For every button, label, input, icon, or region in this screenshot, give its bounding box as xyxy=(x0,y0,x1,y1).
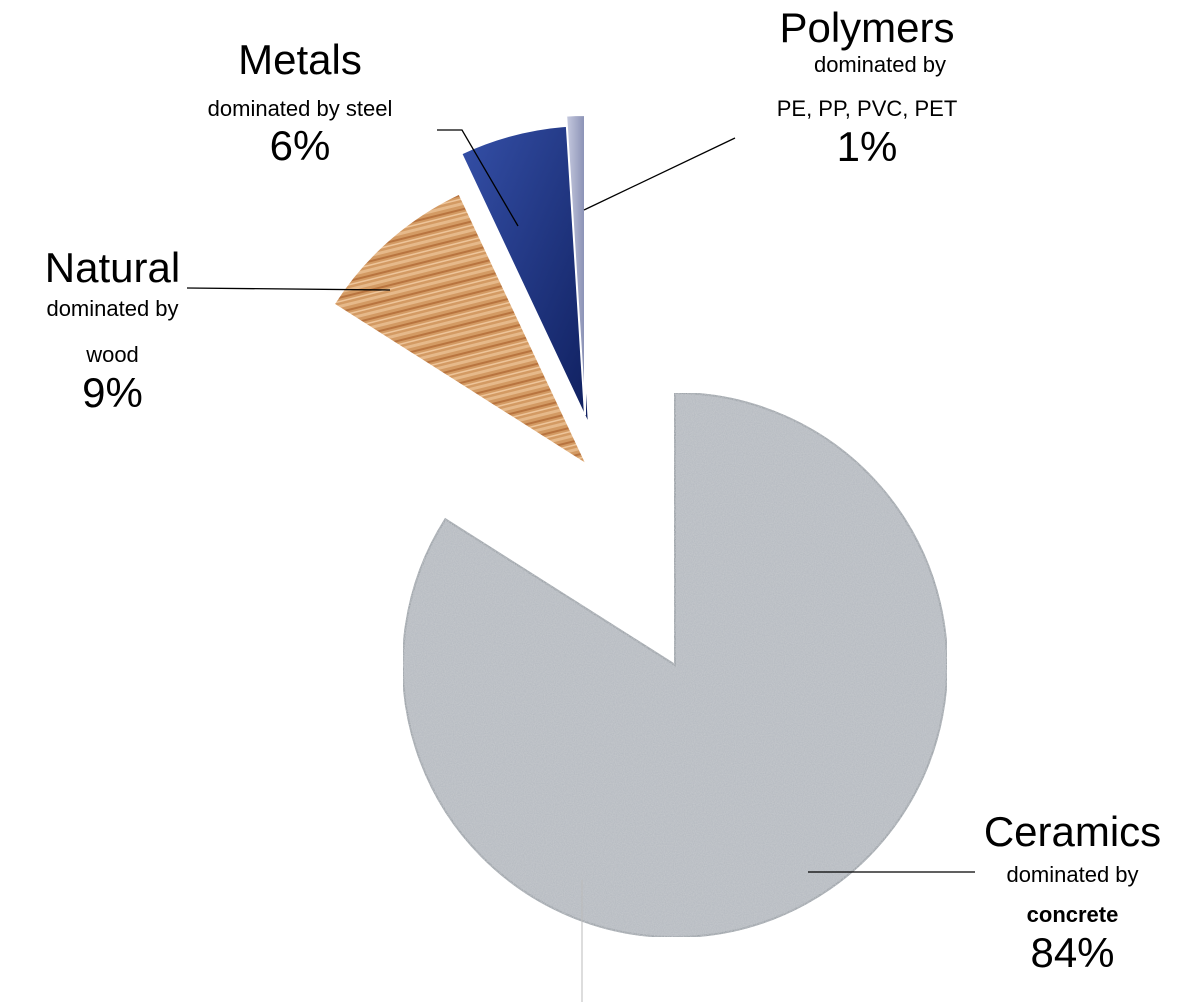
slice-pct-natural: 9% xyxy=(82,368,143,416)
pie-slice-polymers xyxy=(565,113,586,416)
pie-slice-natural xyxy=(332,192,590,468)
slice-desc-polymers: dominated by xyxy=(813,52,947,78)
slice-desc-ceramics: dominated by xyxy=(1006,862,1139,888)
slice-desc-metals: dominated by steel xyxy=(207,96,393,122)
label-polymers: Polymers dominated by PE, PP, PVC, PET 1… xyxy=(712,4,1022,171)
slice-desc2-natural: wood xyxy=(86,341,139,367)
slice-desc2-polymers: PE, PP, PVC, PET xyxy=(776,95,958,121)
slice-desc2-ceramics: concrete xyxy=(1026,901,1119,927)
slice-desc-natural: dominated by xyxy=(46,296,179,322)
label-ceramics: Ceramics dominated by concrete 84% xyxy=(960,808,1183,977)
slice-pct-ceramics: 84% xyxy=(1030,928,1115,976)
slice-pct-metals: 6% xyxy=(269,121,331,169)
label-metals: Metals dominated by steel 6% xyxy=(150,36,450,170)
slice-name-ceramics: Ceramics xyxy=(983,808,1162,855)
leader-line-metals xyxy=(437,129,519,227)
leader-line-polymers xyxy=(583,137,736,211)
pie-slice-ceramics xyxy=(402,391,948,938)
label-natural: Natural dominated by wood 9% xyxy=(0,244,225,417)
slice-name-metals: Metals xyxy=(238,36,362,83)
slice-name-natural: Natural xyxy=(44,244,181,291)
slice-pct-polymers: 1% xyxy=(836,122,898,170)
slice-name-polymers: Polymers xyxy=(779,4,955,51)
leader-line-natural xyxy=(186,287,391,291)
